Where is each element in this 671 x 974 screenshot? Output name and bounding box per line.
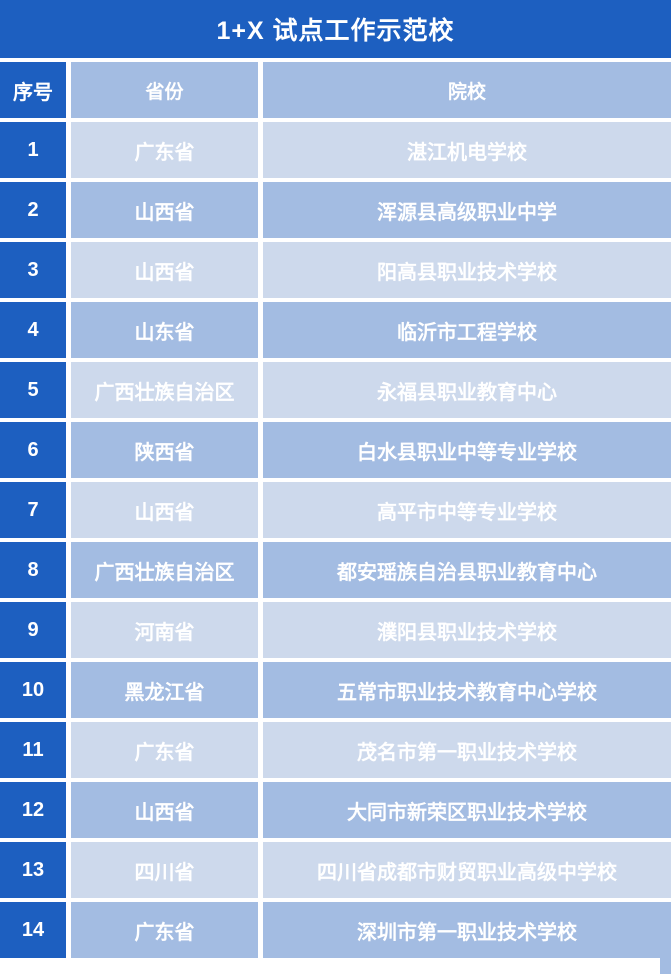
province-cell: 广东省: [71, 722, 258, 778]
school-cell: 浑源县高级职业中学: [263, 182, 671, 238]
province-cell: 广西壮族自治区: [71, 542, 258, 598]
school-cell: 白水县职业中等专业学校: [263, 422, 671, 478]
column-header-province: 省份: [71, 62, 258, 118]
row-number-cell: 13: [0, 842, 66, 898]
province-cell: 广东省: [71, 122, 258, 178]
row-number-cell: 5: [0, 362, 66, 418]
row-number-cell: 1: [0, 122, 66, 178]
school-cell: 永福县职业教育中心: [263, 362, 671, 418]
row-number-cell: 7: [0, 482, 66, 538]
column-header-school: 院校: [263, 62, 671, 118]
province-cell: 陕西省: [71, 422, 258, 478]
row-number-cell: 11: [0, 722, 66, 778]
province-cell: 广东省: [71, 902, 258, 958]
school-cell: 深圳市第一职业技术学校: [263, 902, 671, 958]
row-number-cell: 12: [0, 782, 66, 838]
school-cell: 四川省成都市财贸职业高级中学校: [263, 842, 671, 898]
row-number-cell: 2: [0, 182, 66, 238]
row-number-cell: 9: [0, 602, 66, 658]
province-cell: 山西省: [71, 242, 258, 298]
school-cell: 大同市新荣区职业技术学校: [263, 782, 671, 838]
province-cell: 黑龙江省: [71, 662, 258, 718]
row-number-cell: 3: [0, 242, 66, 298]
row-number-cell: 14: [0, 902, 66, 958]
province-cell: 广西壮族自治区: [71, 362, 258, 418]
school-cell: 阳高县职业技术学校: [263, 242, 671, 298]
province-cell: 山东省: [71, 302, 258, 358]
column-header-no: 序号: [0, 62, 66, 118]
school-cell: 濮阳县职业技术学校: [263, 602, 671, 658]
school-cell: 高平市中等专业学校: [263, 482, 671, 538]
row-number-cell: 8: [0, 542, 66, 598]
page-title: 1+X 试点工作示范校: [0, 0, 671, 58]
school-cell: 湛江机电学校: [263, 122, 671, 178]
province-cell: 四川省: [71, 842, 258, 898]
bottom-right-table-fragment: [660, 957, 671, 974]
province-cell: 山西省: [71, 182, 258, 238]
row-number-cell: 6: [0, 422, 66, 478]
province-cell: 山西省: [71, 482, 258, 538]
school-cell: 临沂市工程学校: [263, 302, 671, 358]
school-cell: 茂名市第一职业技术学校: [263, 722, 671, 778]
row-number-cell: 10: [0, 662, 66, 718]
row-number-cell: 4: [0, 302, 66, 358]
school-cell: 都安瑶族自治县职业教育中心: [263, 542, 671, 598]
schools-table: 序号 省份 院校 1 广东省 湛江机电学校 2 山西省 浑源县高级职业中学 3 山西省 阳高县职业技术…: [0, 62, 671, 958]
province-cell: 山西省: [71, 782, 258, 838]
school-cell: 五常市职业技术教育中心学校: [263, 662, 671, 718]
province-cell: 河南省: [71, 602, 258, 658]
